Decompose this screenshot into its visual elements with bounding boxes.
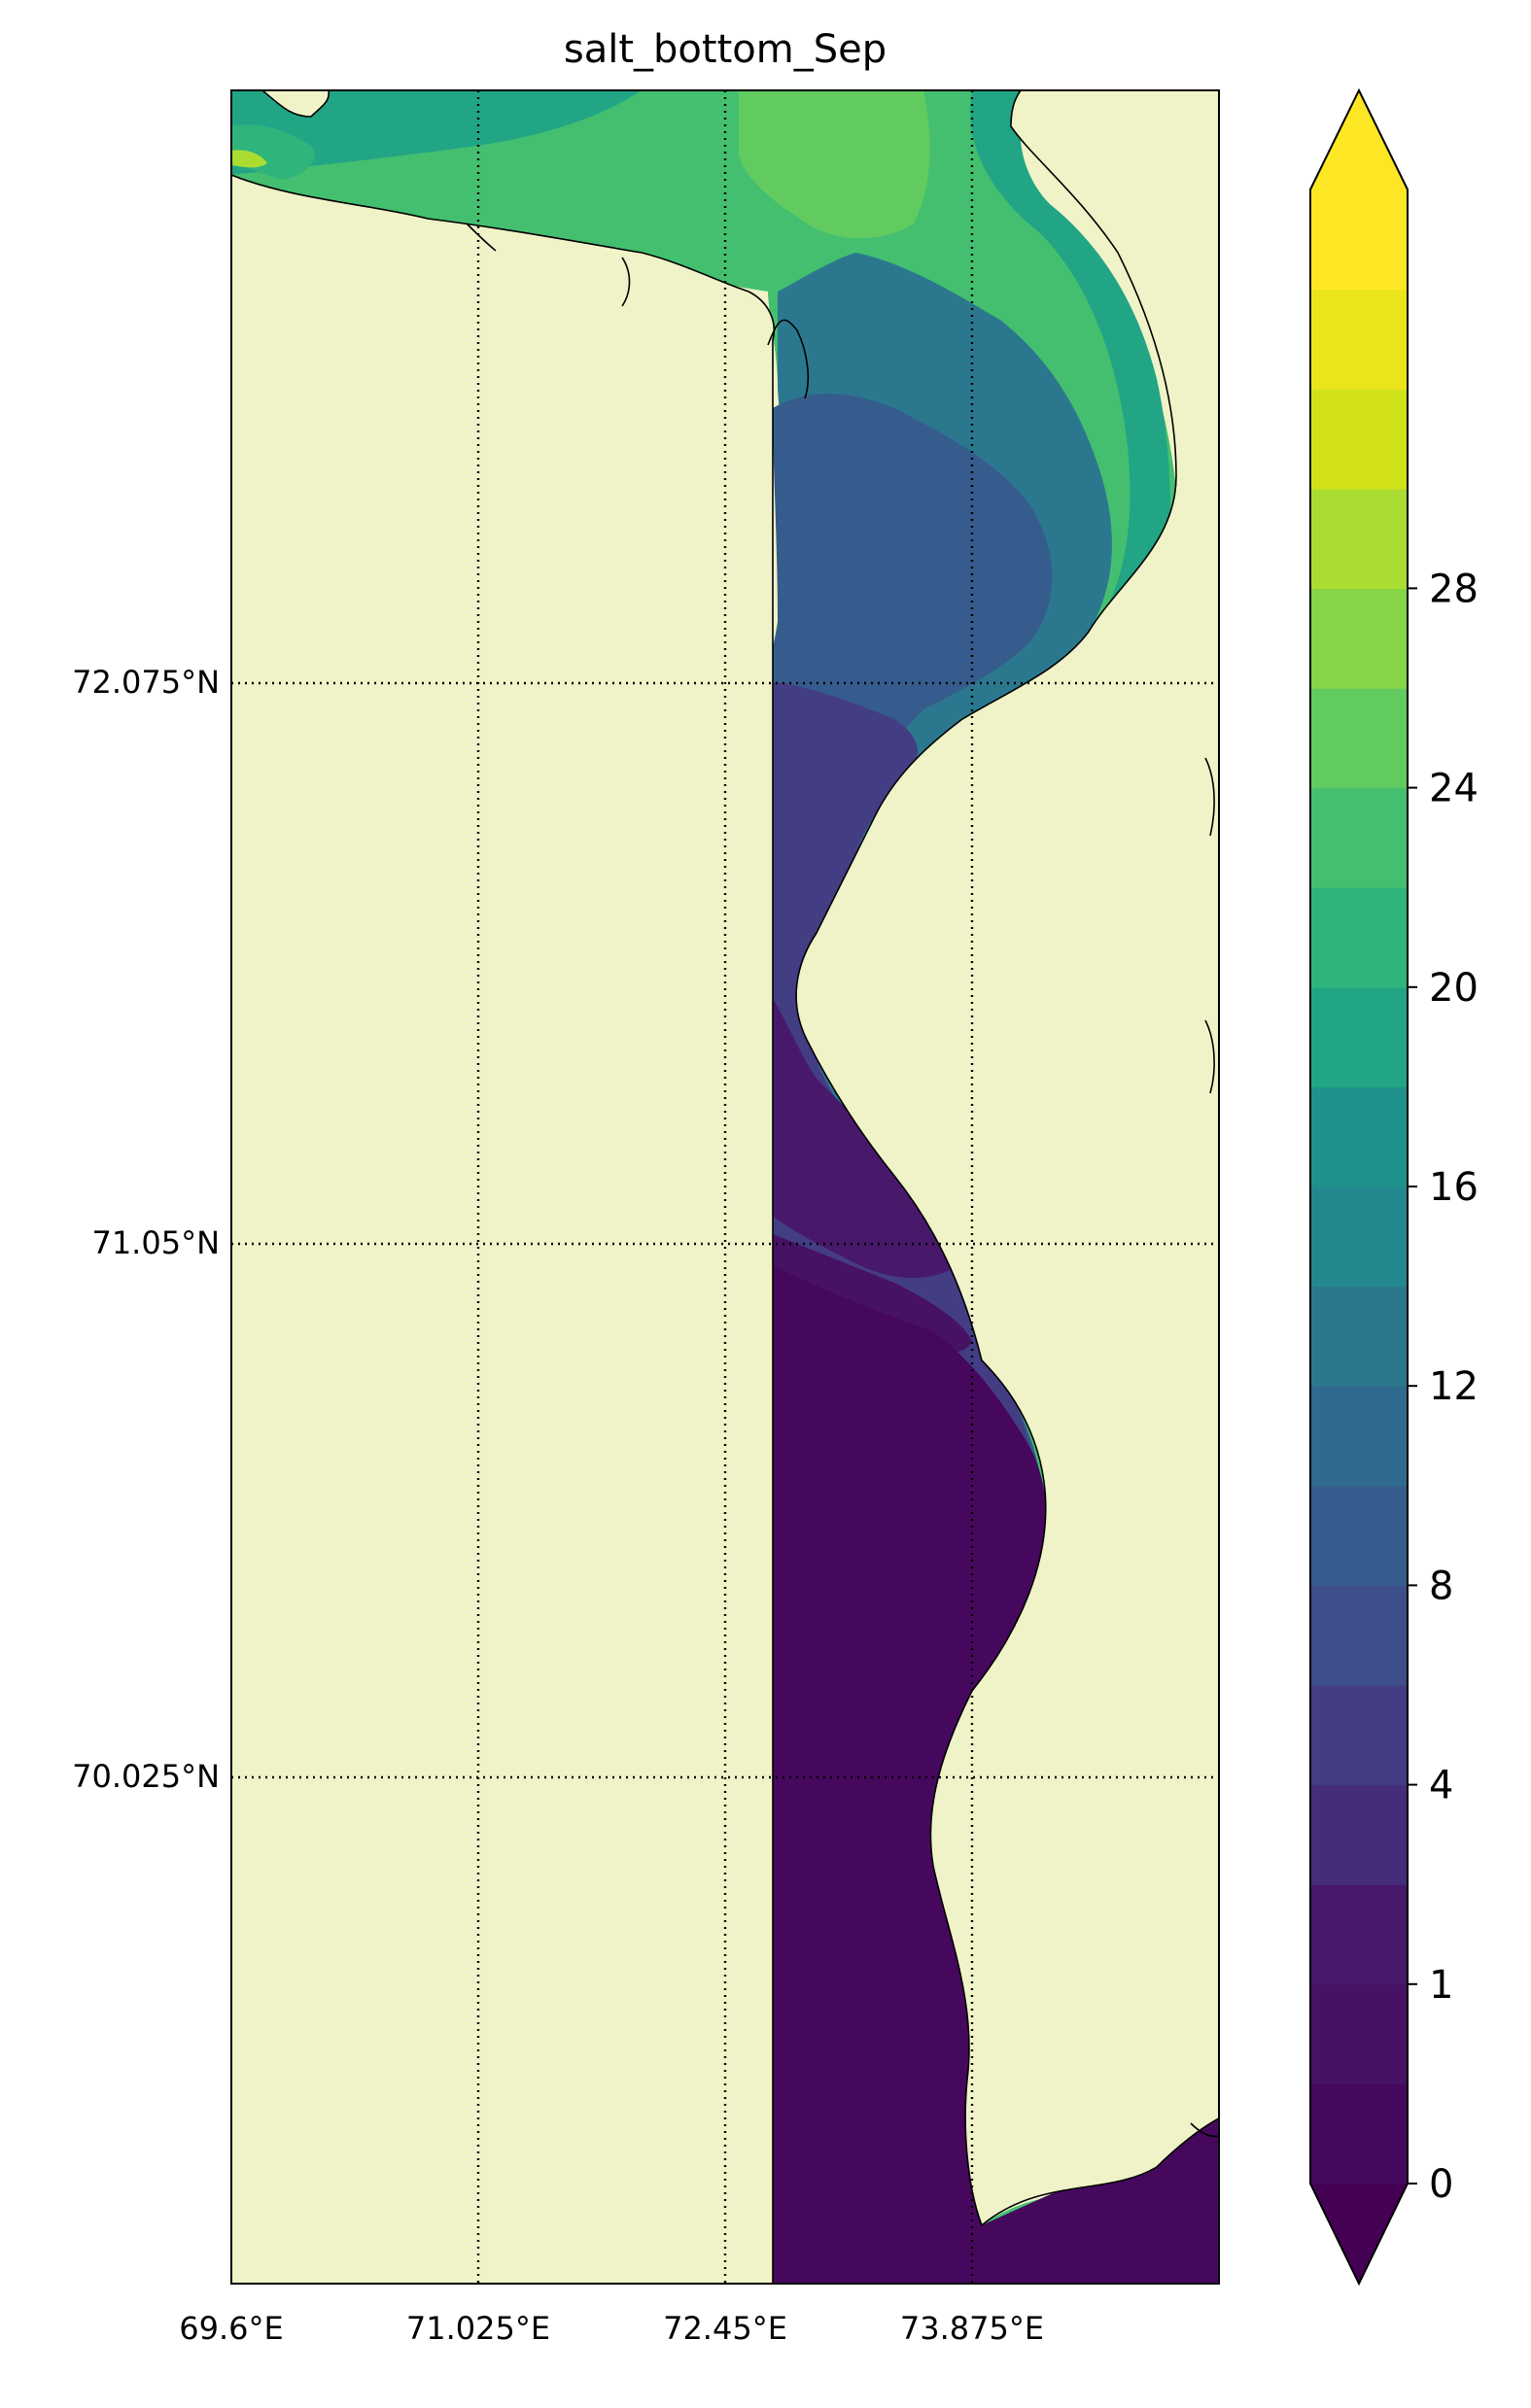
land-nw-patch [231,90,331,118]
east-inlet [1204,757,1215,837]
land-east [795,90,1219,2227]
colorbar-tick-label: 16 [1429,1165,1479,1210]
colorbar-tick-label: 24 [1429,767,1479,811]
east-inlet-3 [1190,2122,1219,2138]
sea-band-20 [739,90,930,238]
coast-land [231,90,1219,2284]
coastline-detail [466,223,1219,2138]
colorbar-over-triangle [1310,90,1408,189]
colorbar-band [1310,787,1408,888]
colorbar-band [1310,488,1408,589]
colorbar-band [1310,588,1408,689]
colorbar-band [1310,1485,1408,1586]
delta-2 [621,257,631,307]
colorbar-band [1310,1685,1408,1786]
map-title: salt_bottom_Sep [564,27,887,72]
colorbar-tick-label: 20 [1429,966,1479,1011]
delta-1 [466,223,497,252]
colorbar-band [1310,688,1408,789]
lon-label: 69.6°E [179,2310,283,2347]
cape-island [767,319,810,399]
lon-label: 72.45°E [663,2310,787,2347]
colorbar-band [1310,1983,1408,2084]
lon-label: 73.875°E [900,2310,1044,2347]
map-area [231,90,1219,2284]
colorbar-tick-label: 28 [1429,567,1479,611]
colorbar-band [1310,389,1408,490]
sea-band-1 [748,1224,972,1353]
colorbar: 0 1 4 8 12 16 20 24 28 [1309,87,1479,2287]
colorbar-band [1310,887,1408,988]
colorbar-ticks: 0 1 4 8 12 16 20 24 28 [1408,567,1479,2207]
colorbar-band [1310,1585,1408,1686]
sea-band-24-west [231,150,267,168]
colorbar-tick-label: 0 [1429,2162,1453,2207]
colorbar-band [1310,1187,1408,1288]
map-frame [230,89,1220,2285]
gridlines [231,90,1219,2284]
colorbar-bands [1310,189,1408,2184]
lat-label: 71.05°N [91,1224,220,1261]
lat-label: 70.025°N [72,1758,220,1795]
colorbar-band [1310,1784,1408,1885]
lat-labels: 72.075°N 71.05°N 70.025°N [72,664,220,1795]
colorbar-tick-label: 12 [1429,1364,1479,1409]
colorbar-band [1310,986,1408,1087]
colorbar-band [1310,189,1408,291]
colorbar-band [1310,1286,1408,1387]
land-north-west [231,174,775,2284]
colorbar-band [1310,1086,1408,1187]
lat-label: 72.075°N [72,664,220,701]
lon-label: 71.025°E [406,2310,550,2347]
colorbar-under-triangle [1310,2184,1408,2284]
colorbar-band [1310,289,1408,390]
lon-labels: 69.6°E 71.025°E 72.45°E 73.875°E [179,2310,1044,2347]
east-inlet-2 [1204,1019,1215,1094]
colorbar-tick-label: 4 [1429,1764,1453,1808]
colorbar-tick-label: 8 [1429,1564,1453,1608]
sea-band-0 [716,1254,1219,2284]
colorbar-band [1310,2083,1408,2184]
colorbar-band [1310,1386,1408,1487]
colorbar-tick-label: 1 [1429,1963,1453,2008]
colorbar-band [1310,1884,1408,1985]
